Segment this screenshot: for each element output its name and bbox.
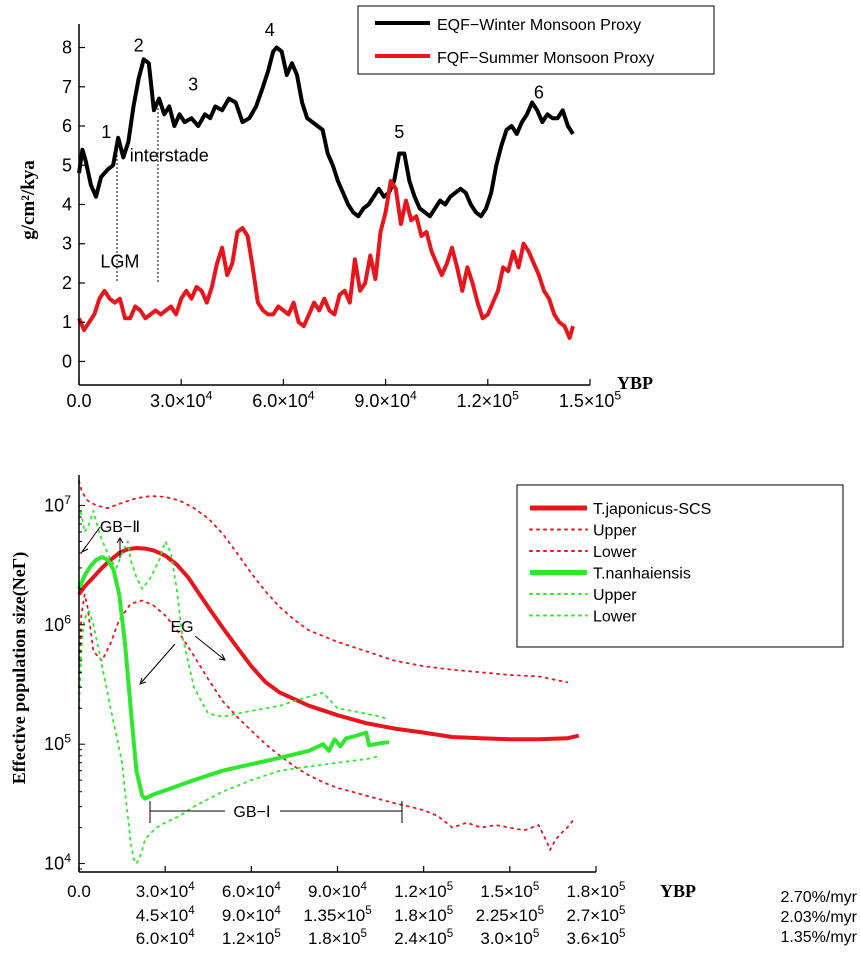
legend-label-1: Upper (593, 523, 637, 540)
annotation-eg: EG (170, 619, 193, 636)
annotation-2: 2 (134, 35, 144, 55)
bottom-x-tick-label-row3: 6.0×104 (136, 928, 195, 948)
top-y-tick-label: 0 (62, 351, 72, 371)
top-y-tick-label: 8 (62, 38, 72, 58)
top-y-tick-label: 5 (62, 155, 72, 175)
series-line-4 (78, 504, 391, 721)
bottom-x-tick-label-row2: 1.8×105 (394, 905, 453, 925)
annotation-1: 1 (101, 122, 111, 142)
top-y-tick-label: 3 (62, 234, 72, 254)
top-x-tick-label: 3.0×104 (150, 388, 213, 411)
top-legend: EQF−Winter Monsoon Proxy FQF−Summer Mons… (357, 5, 715, 75)
top-x-tick-label: 9.0×104 (354, 388, 417, 411)
series-line-winter (77, 45, 575, 219)
rate-label-2.03: 2.03%/myr (781, 909, 858, 926)
population-size-chart: 104 105 106 107 0.0 3.0×104 6.0×104 9.0×104 1.2×… (9, 475, 858, 948)
bottom-x-tick-label-row0: 1.2×105 (394, 881, 453, 901)
top-y-tick-label: 2 (62, 273, 72, 293)
top-y-tick-label: 7 (62, 77, 72, 97)
annotation-5: 5 (394, 122, 404, 142)
top-axes: 0 1 2 3 4 5 6 7 8 0.0 3.0×104 6.0×104 9.0×104 1.2×105… (62, 24, 621, 411)
bottom-x-axis-label: YBP (660, 881, 696, 901)
bottom-x-tick-label-row3: 3.0×105 (480, 928, 539, 948)
bottom-x-tick-label-row0: 0.0 (67, 882, 91, 901)
bottom-x-tick-label-row3: 1.8×105 (308, 928, 367, 948)
annotation-gb2: GB−Ⅱ (100, 519, 140, 536)
bottom-y-tick-label: 107 (44, 493, 71, 516)
top-x-axis-label: YBP (617, 373, 653, 393)
legend-label-3: T.nanhaiensis (593, 566, 691, 583)
legend-label-winter: EQF−Winter Monsoon Proxy (437, 17, 641, 34)
legend-label-0: T.japonicus-SCS (593, 501, 711, 518)
series-line-1 (78, 480, 569, 684)
annotation-4: 4 (265, 20, 275, 40)
bottom-x-tick-label-row2: 4.5×104 (136, 905, 195, 925)
bottom-x-tick-label-row3: 1.2×105 (222, 928, 281, 948)
bottom-x-tick-label-row2: 2.25×105 (476, 905, 544, 925)
annotation-lgm: LGM (100, 251, 139, 271)
annotation-arrows (80, 526, 403, 823)
top-x-tick-label: 1.5×105 (559, 388, 622, 411)
series-line-0 (77, 546, 580, 742)
rate-label-2.70: 2.70%/myr (781, 889, 858, 906)
series-line-summer (77, 179, 575, 340)
annotation-interstade: interstade (130, 145, 209, 165)
bottom-legend: T.japonicus-SCS Upper Lower T.nanhaiensis Up… (516, 484, 844, 648)
top-y-tick-label: 6 (62, 116, 72, 136)
bottom-x-tick-label-row2: 2.7×105 (567, 905, 626, 925)
legend-label-5: Lower (593, 609, 637, 626)
annotation-3: 3 (188, 75, 198, 95)
monsoon-proxy-chart: 0 1 2 3 4 5 6 7 8 0.0 3.0×104 6.0×104 9.0×104 1.2×105… (18, 5, 715, 411)
legend-label-2: Lower (593, 544, 637, 561)
bottom-x-tick-label-row0: 1.8×105 (567, 881, 626, 901)
bottom-axes: 104 105 106 107 0.0 3.0×104 6.0×104 9.0×104 1.2×… (44, 475, 625, 948)
bottom-x-tick-label-row0: 6.0×104 (222, 881, 281, 901)
series-line-5 (78, 610, 382, 865)
top-y-axis-label: g/cm²/kya (18, 160, 39, 240)
bottom-y-tick-label: 104 (44, 851, 71, 874)
bottom-x-tick-label-row2: 9.0×104 (222, 905, 281, 925)
bottom-y-axis-label: Effective population size(NeΓ) (9, 552, 30, 784)
legend-label-summer: FQF−Summer Monsoon Proxy (437, 50, 654, 67)
bottom-x-tick-label-row0: 3.0×104 (136, 881, 195, 901)
bottom-y-tick-label: 106 (44, 612, 71, 635)
top-y-tick-label: 1 (62, 312, 72, 332)
annotation-gb1: GB−Ⅰ (233, 804, 270, 821)
series-line-2 (78, 593, 574, 851)
series-line-3 (77, 555, 390, 801)
top-y-tick-label: 4 (62, 195, 72, 215)
top-x-tick-label: 1.2×105 (457, 388, 520, 411)
annotation-6: 6 (534, 83, 544, 103)
bottom-x-tick-label-row2: 1.35×105 (303, 905, 371, 925)
bottom-x-tick-label-row3: 3.6×105 (567, 928, 626, 948)
top-x-tick-label: 0.0 (66, 391, 91, 411)
rate-label-1.35: 1.35%/myr (781, 929, 858, 946)
bottom-x-tick-label-row0: 1.5×105 (480, 881, 539, 901)
top-x-tick-label: 6.0×104 (252, 388, 315, 411)
bottom-y-tick-label: 105 (44, 732, 71, 755)
bottom-x-tick-label-row0: 9.0×104 (308, 881, 367, 901)
bottom-x-tick-label-row3: 2.4×105 (394, 928, 453, 948)
legend-label-4: Upper (593, 587, 637, 604)
